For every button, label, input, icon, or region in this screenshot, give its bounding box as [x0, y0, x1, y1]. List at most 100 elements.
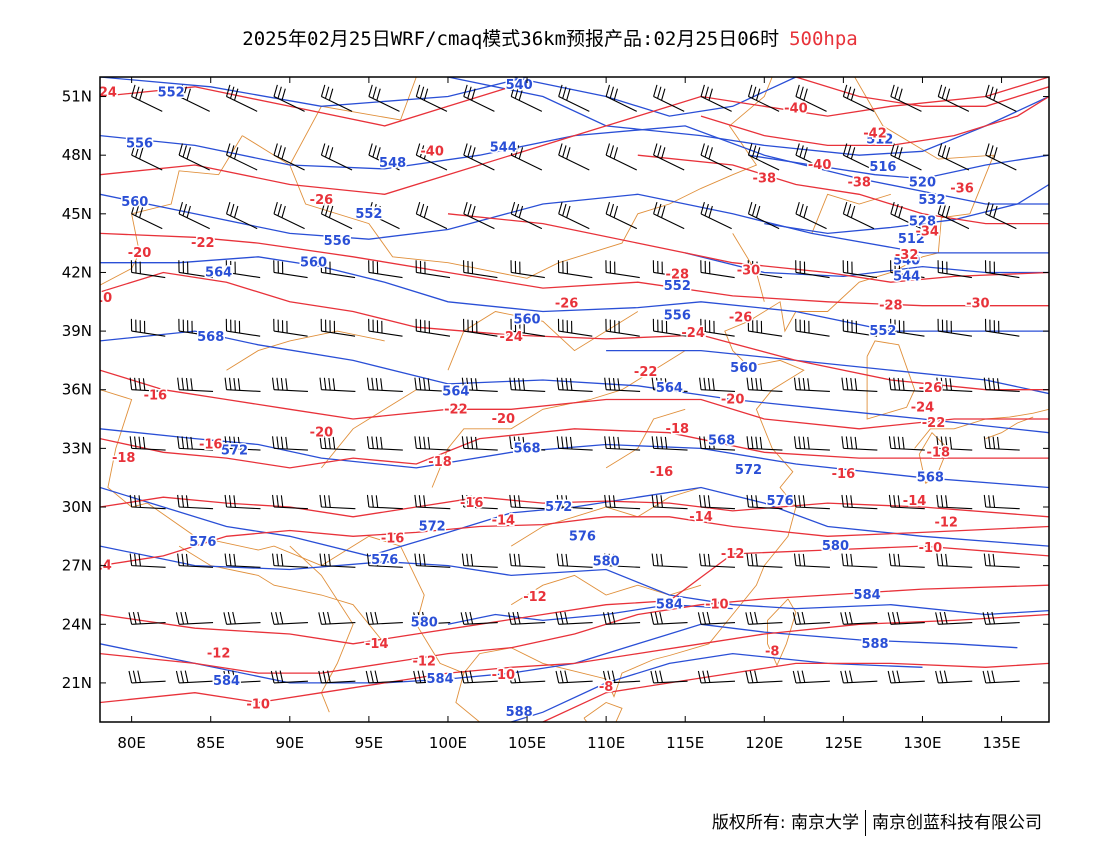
wind-barb: [842, 143, 875, 171]
wind-barb: [982, 611, 1020, 625]
wind-barb: [318, 611, 356, 625]
wind-barb: [556, 553, 593, 568]
height-contour: [748, 154, 1049, 180]
wind-barb: [746, 436, 783, 451]
wind-barb: [890, 260, 925, 279]
wind-barb: [985, 143, 1017, 171]
height-contour: [100, 193, 1049, 254]
wind-barb: [463, 143, 495, 171]
wind-barb: [177, 377, 214, 392]
height-contour: [100, 330, 1049, 434]
wind-barb: [652, 318, 688, 337]
lon-tick-label: 90E: [276, 734, 305, 752]
height-contour: [100, 428, 1049, 489]
wind-barb: [415, 84, 448, 112]
contour-label: -18: [927, 445, 951, 460]
wind-barb: [510, 318, 545, 337]
wind-barb: [840, 611, 878, 625]
contour-label: 576: [569, 529, 596, 544]
contour-label: 556: [324, 234, 351, 249]
wind-barb: [604, 553, 641, 568]
wind-barb: [984, 260, 1020, 279]
wind-barb: [366, 436, 403, 451]
contour-label: 560: [730, 361, 757, 376]
contour-label: 584: [656, 598, 683, 613]
contour-label: -16: [144, 389, 168, 404]
contour-label: -38: [847, 176, 871, 191]
contour-label: -20: [721, 393, 745, 408]
lat-tick-label: 24N: [62, 615, 92, 633]
border-line: [242, 77, 773, 279]
contour-label: -30: [737, 264, 761, 279]
wind-barb: [983, 553, 1020, 568]
title-level: 500hpa: [789, 28, 858, 50]
contour-label: -42: [863, 127, 887, 142]
wind-barb: [270, 670, 308, 684]
wind-barb: [650, 670, 688, 684]
wind-barb: [604, 436, 641, 451]
title-main: 2025年02月25日WRF/cmaq模式36km预报产品:02月25日06时: [242, 28, 780, 50]
contour-label: -18: [112, 451, 136, 466]
wind-barb: [651, 494, 688, 510]
lat-tick-label: 48N: [62, 146, 92, 164]
contour-label: 556: [664, 308, 691, 323]
border-line: [431, 350, 686, 488]
height-contour: [447, 604, 733, 625]
temperature-contours: [100, 77, 1049, 722]
contour-label: 540: [506, 78, 533, 93]
contour-label: -14: [365, 637, 389, 652]
border-line: [100, 389, 575, 674]
wind-barb: [984, 318, 1020, 337]
border-line: [289, 77, 417, 166]
height-contour: [764, 183, 1049, 235]
map-axes: 80E 85E 90E 95E 100E 105E 110E 115E 120E 125E 130E…: [62, 77, 1049, 752]
contour-label: 544: [893, 269, 920, 284]
temperature-contour: [100, 545, 1049, 645]
wind-barb: [177, 436, 214, 451]
wind-barb: [368, 318, 403, 337]
wind-barb: [747, 143, 780, 171]
wind-barb: [556, 377, 593, 392]
wind-barb: [651, 377, 688, 392]
wind-barb: [605, 84, 637, 112]
contour-label: 588: [861, 637, 888, 652]
wind-barb: [415, 260, 451, 279]
temperature-contour: [542, 662, 1049, 722]
wind-barb: [842, 318, 878, 337]
wind-barb: [555, 611, 593, 625]
wind-barb: [841, 377, 878, 392]
border-line: [321, 389, 417, 469]
contour-label: 584: [854, 588, 881, 603]
wind-barb: [700, 143, 732, 171]
wind-barb: [366, 494, 403, 510]
wind-barb: [320, 201, 353, 230]
wind-barb: [461, 436, 498, 451]
wind-barb: [175, 611, 214, 625]
wind-barb: [888, 494, 925, 510]
wind-barb: [178, 260, 213, 279]
contour-label: -30: [966, 297, 990, 312]
wind-barb: [129, 436, 166, 451]
wind-barb: [224, 494, 261, 510]
wind-barb: [841, 494, 878, 510]
contour-label: 512: [866, 133, 893, 148]
wind-barb: [604, 377, 641, 392]
wind-barb: [319, 494, 356, 510]
wind-barb: [699, 553, 736, 568]
contour-label: 584: [426, 672, 453, 687]
contour-label: -24: [911, 400, 935, 415]
wind-barb: [273, 260, 308, 279]
wind-barb: [890, 201, 922, 230]
wind-barb: [746, 494, 783, 510]
wind-barb: [178, 201, 210, 230]
contour-label: 588: [506, 705, 533, 720]
height-contour-labels: 5525565605645685725765845405445485525565…: [120, 77, 947, 722]
wind-barb: [129, 494, 166, 510]
wind-barb: [795, 143, 827, 171]
wind-barb: [651, 553, 688, 568]
lon-tick-label: 130E: [903, 734, 941, 752]
contour-label: -16: [460, 496, 484, 511]
wind-barb: [795, 201, 827, 230]
wind-barb: [840, 670, 878, 684]
